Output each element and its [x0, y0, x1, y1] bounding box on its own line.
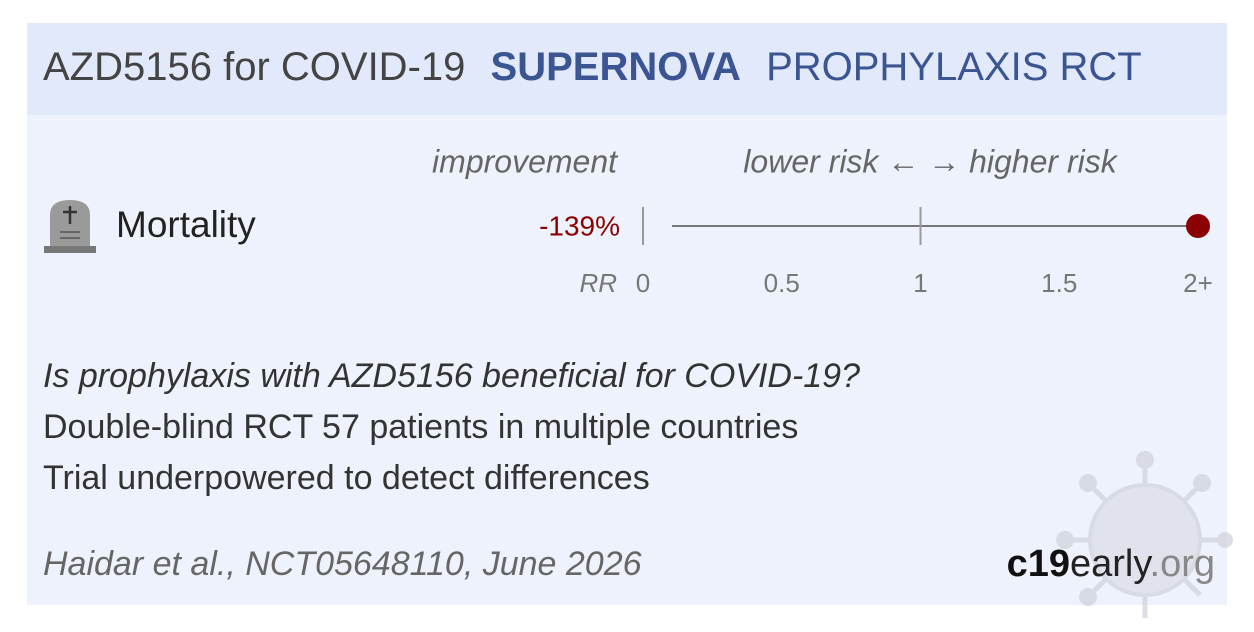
- description-line: Is prophylaxis with AZD5156 beneficial f…: [43, 357, 860, 395]
- x-tick-label: 1: [913, 268, 927, 298]
- description-line: Double-blind RCT 57 patients in multiple…: [43, 408, 798, 446]
- brand-part: early: [1070, 543, 1152, 585]
- plot: 0 0.5 1 1.5 2+: [636, 207, 1213, 298]
- citation: Haidar et al., NCT05648110, June 2026: [43, 545, 642, 583]
- tombstone-icon: [44, 200, 96, 253]
- header-bg: [27, 23, 1227, 115]
- x-tick-label: 0: [636, 268, 650, 298]
- effect-point: [1186, 214, 1210, 238]
- x-tick-label: 1.5: [1041, 268, 1077, 298]
- brand-part: .org: [1150, 543, 1215, 585]
- title-drug: AZD5156 for COVID-19: [43, 45, 465, 89]
- description-line: Trial underpowered to detect differences: [43, 459, 650, 497]
- value-label: -139%: [539, 210, 620, 241]
- trial-name: SUPERNOVA: [491, 45, 741, 89]
- description: Is prophylaxis with AZD5156 beneficial f…: [43, 357, 860, 497]
- virus-icon: [1056, 451, 1233, 618]
- card-bg: [27, 23, 1227, 605]
- outcome-label: Mortality: [116, 204, 256, 245]
- title: AZD5156 for COVID-19 SUPERNOVA PROPHYLAX…: [43, 45, 1142, 89]
- right-label: lower risk ← → higher risk: [743, 143, 1118, 179]
- brand: c19early.org: [1007, 543, 1215, 585]
- subtitle: PROPHYLAXIS RCT: [766, 45, 1142, 89]
- brand-part: c19: [1007, 543, 1070, 585]
- x-tick-label: 0.5: [764, 268, 800, 298]
- left-label: improvement: [432, 143, 618, 179]
- axis-label: RR: [579, 268, 617, 298]
- x-tick-label: 2+: [1183, 268, 1213, 298]
